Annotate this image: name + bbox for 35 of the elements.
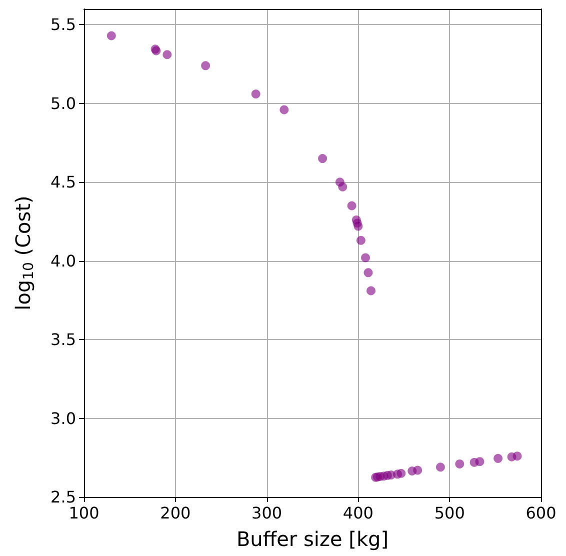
point xyxy=(364,268,373,278)
point xyxy=(475,457,484,466)
point xyxy=(318,154,328,164)
y-tick-label: 4.5 xyxy=(50,172,76,192)
x-tick-label: 100 xyxy=(68,504,100,522)
y-tick-label: 2.5 xyxy=(50,488,76,506)
y-tick-label: 5.0 xyxy=(50,94,76,113)
point xyxy=(436,462,445,472)
x-axis-title: Buffer size [kg] xyxy=(236,527,389,551)
y-tick-label: 3.0 xyxy=(50,408,76,428)
point xyxy=(338,182,348,192)
x-tick-label: 300 xyxy=(252,504,282,522)
point xyxy=(512,452,522,461)
point xyxy=(455,459,464,468)
point xyxy=(280,105,289,114)
point xyxy=(347,201,356,210)
point xyxy=(494,454,503,463)
point xyxy=(251,90,260,99)
x-tick-label: 200 xyxy=(160,504,191,522)
y-tick-label: 3.5 xyxy=(50,330,76,350)
point xyxy=(361,253,370,262)
point xyxy=(356,236,366,245)
y-tick-label: 4.0 xyxy=(50,251,76,270)
point xyxy=(413,466,422,475)
point xyxy=(354,222,363,231)
point xyxy=(396,468,406,478)
point xyxy=(366,286,376,296)
point xyxy=(201,61,210,70)
x-tick-label: 600 xyxy=(526,504,556,522)
point xyxy=(162,50,172,60)
y-tick-label: 5.5 xyxy=(50,15,76,34)
y-axis-title: log10 (Cost) xyxy=(11,196,37,310)
x-tick-label: 400 xyxy=(342,504,374,522)
x-tick-label: 500 xyxy=(434,504,465,522)
point xyxy=(106,31,116,40)
